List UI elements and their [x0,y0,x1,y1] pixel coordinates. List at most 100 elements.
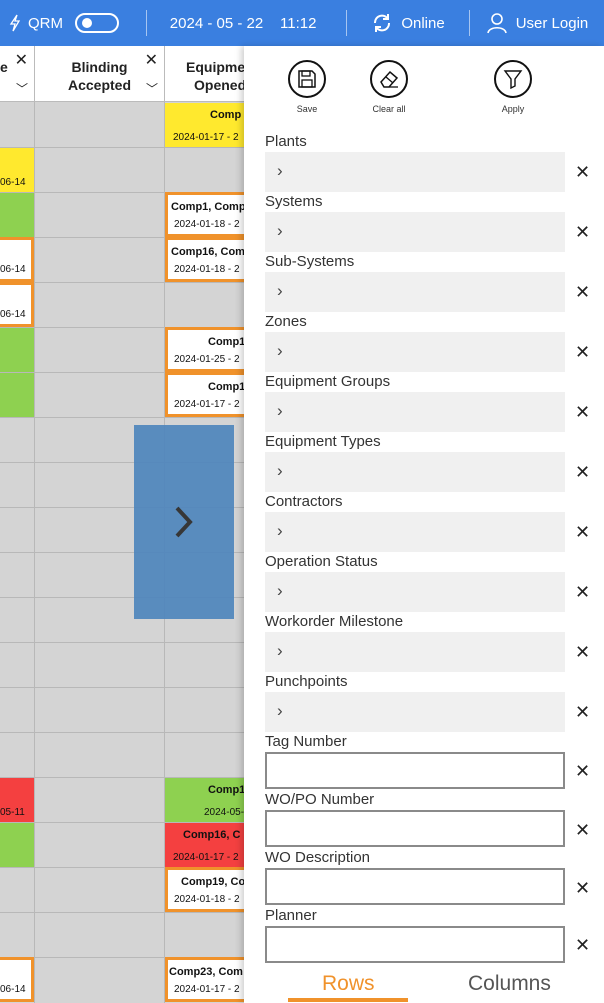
grid-cell[interactable]: Comp23, Com 2024-01-17 - 2 [165,957,244,1002]
chevron-right-icon: › [277,401,283,420]
sync-icon [374,14,391,32]
grid-cell[interactable]: Comp1 2024-01-17 - 2 [165,372,244,417]
grid-cell[interactable]: Comp16, Com 2024-01-18 - 2 [165,237,244,282]
chevron-right-icon: › [277,581,283,600]
clear-plants-button[interactable]: ✕ [575,162,591,182]
clear-workorder-milestone-button[interactable]: ✕ [575,642,591,662]
grid-cell[interactable]: Comp16, C 2024-01-17 - 2 [165,823,244,867]
chevron-down-icon[interactable]: ﹀ [145,82,158,96]
filter-label-workorder-milestone: Workorder Milestone [265,613,404,630]
filter-equipment-groups[interactable]: › [265,392,565,432]
grid-line [0,687,244,688]
clear-wo-po-number-button[interactable]: ✕ [575,820,591,840]
user-login-button[interactable]: User Login [470,0,604,46]
grid-line [0,732,244,733]
toggle-knob [82,18,92,28]
chevron-right-icon: › [277,341,283,360]
clear-zones-button[interactable]: ✕ [575,342,591,362]
clear-planner-button[interactable]: ✕ [575,935,591,955]
save-button[interactable]: Save [286,60,328,114]
grid-cell[interactable]: Comp 2024-01-17 - 2 [165,103,244,147]
filter-label-plants: Plants [265,133,307,150]
column-header-label: Equipmen [186,59,244,75]
filter-punchpoints[interactable]: › [265,692,565,732]
grid-line [0,597,244,598]
cell-date: 2024-01-25 - 2 [174,354,240,365]
column-header[interactable]: e ✕ ﹀ [0,46,35,102]
clear-equipment-groups-button[interactable]: ✕ [575,402,591,422]
filter-plants[interactable]: › [265,152,565,192]
clear-punchpoints-button[interactable]: ✕ [575,702,591,722]
filter-workorder-milestone[interactable]: › [265,632,565,672]
wo-description-input[interactable] [265,868,565,905]
close-icon[interactable]: ✕ [14,52,28,69]
cell-date: 2024-01-17 - 2 [173,852,239,863]
grid-line [0,372,244,373]
grid-cell[interactable]: 06-14 [0,148,34,192]
clear-sub-systems-button[interactable]: ✕ [575,282,591,302]
mode-toggle[interactable] [75,13,119,33]
clear-contractors-button[interactable]: ✕ [575,522,591,542]
grid-cell[interactable] [0,823,34,867]
filter-zones[interactable]: › [265,332,565,372]
tag-number-input[interactable] [265,752,565,789]
grid-cell[interactable]: Comp1 2024-01-25 - 2 [165,327,244,372]
grid-cell[interactable] [0,193,34,237]
filter-label-systems: Systems [265,193,323,210]
chevron-right-icon: › [277,221,283,240]
clear-all-button[interactable]: Clear all [366,60,412,114]
grid-line [0,642,244,643]
filter-contractors[interactable]: › [265,512,565,552]
column-header-blinding-accepted[interactable]: Blinding Accepted ✕ ﹀ [35,46,165,102]
sync-status[interactable]: Online [347,0,469,46]
clear-systems-button[interactable]: ✕ [575,222,591,242]
cell-name: Comp [210,109,242,121]
tab-columns[interactable]: Columns [468,972,551,995]
panel-tabs: Rows Columns [244,968,604,1003]
chevron-down-icon[interactable]: ﹀ [15,82,28,96]
grid-line [0,462,244,463]
grid-cell[interactable]: 06-14 [0,957,34,1002]
grid-cell[interactable]: 06-14 [0,237,34,282]
cell-name: Comp19, Co [181,876,244,888]
clear-operation-status-button[interactable]: ✕ [575,582,591,602]
column-header-label: Accepted [67,77,132,93]
cell-date: 2024-01-17 - 2 [174,399,240,410]
filter-equipment-types[interactable]: › [265,452,565,492]
lightning-icon [9,14,21,32]
chevron-right-icon: › [277,281,283,300]
column-header-equipment-opened[interactable]: Equipmen Opened [165,46,244,102]
clear-tag-number-button[interactable]: ✕ [575,761,591,781]
clear-all-label: Clear all [372,104,406,114]
filter-systems[interactable]: › [265,212,565,252]
filter-operation-status[interactable]: › [265,572,565,612]
planner-input[interactable] [265,926,565,963]
clear-wo-description-button[interactable]: ✕ [575,878,591,898]
grid-cell[interactable] [0,328,34,372]
grid-cell[interactable]: 06-14 [0,282,34,327]
cell-name: Comp1 [208,336,244,348]
close-icon[interactable]: ✕ [144,52,158,69]
tab-rows[interactable]: Rows [322,972,375,995]
filter-label-operation-status: Operation Status [265,553,378,570]
cell-date: 05-11 [0,807,25,818]
grid-cell[interactable]: Comp1, Comp 2024-01-18 - 2 [165,192,244,237]
wo-po-number-input[interactable] [265,810,565,847]
clear-icon-circle [370,60,408,98]
grid-cell[interactable]: Comp19, Co 2024-01-18 - 2 [165,867,244,912]
cell-name: Comp16, C [183,829,241,841]
filter-label-wo-description: WO Description [265,849,371,866]
grid-cell[interactable]: Comp1 2024-05- [165,778,244,822]
filter-label-punchpoints: Punchpoints [265,673,348,690]
date-display: 2024 - 05 - 22 [169,14,264,32]
grid-cell[interactable] [0,373,34,417]
chevron-right-icon [175,506,193,538]
apply-button[interactable]: Apply [492,60,534,114]
panel-expand-handle[interactable] [134,425,234,619]
cell-name: Comp1 [208,784,244,796]
filter-icon [503,70,523,89]
filter-sub-systems[interactable]: › [265,272,565,312]
top-bar: QRM 2024 - 05 - 22 11:12 Online User Log… [0,0,604,46]
clear-equipment-types-button[interactable]: ✕ [575,462,591,482]
grid-cell[interactable]: 05-11 [0,778,34,822]
